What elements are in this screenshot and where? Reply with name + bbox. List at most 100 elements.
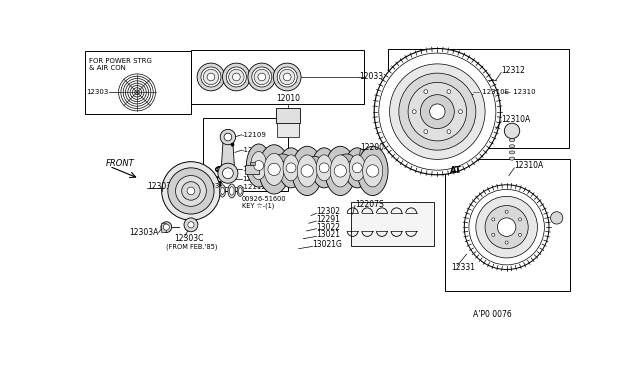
Ellipse shape: [237, 186, 243, 196]
Circle shape: [162, 162, 220, 220]
Circle shape: [319, 163, 329, 173]
Circle shape: [284, 73, 291, 81]
Circle shape: [429, 104, 445, 119]
Text: -12109: -12109: [242, 132, 267, 138]
Bar: [351, 202, 435, 246]
Circle shape: [424, 130, 428, 134]
Circle shape: [447, 130, 451, 134]
Circle shape: [447, 90, 451, 93]
Text: 12312: 12312: [501, 66, 525, 75]
Ellipse shape: [292, 146, 323, 196]
Bar: [191, 50, 364, 104]
Ellipse shape: [307, 156, 321, 164]
Text: 12303C: 12303C: [174, 234, 204, 243]
Ellipse shape: [251, 151, 267, 180]
Ellipse shape: [345, 148, 369, 188]
Text: — 12310E: — 12310E: [473, 89, 509, 95]
Bar: [277, 123, 299, 137]
Text: 12010: 12010: [276, 94, 300, 103]
Circle shape: [268, 163, 280, 176]
Circle shape: [505, 241, 508, 244]
Bar: [245, 165, 259, 174]
Ellipse shape: [283, 155, 299, 181]
Text: -12100: -12100: [242, 147, 267, 153]
Text: 12303: 12303: [86, 89, 109, 95]
Circle shape: [353, 163, 362, 173]
Circle shape: [231, 143, 234, 146]
Text: -12112: -12112: [242, 184, 266, 190]
Ellipse shape: [276, 154, 289, 162]
Circle shape: [424, 90, 428, 93]
Ellipse shape: [363, 155, 383, 187]
Ellipse shape: [349, 155, 365, 181]
Circle shape: [232, 73, 240, 81]
Text: 12111: 12111: [242, 166, 264, 172]
Polygon shape: [221, 137, 235, 173]
Ellipse shape: [509, 157, 515, 160]
Circle shape: [197, 63, 225, 91]
Circle shape: [367, 165, 379, 177]
Ellipse shape: [246, 144, 271, 187]
Circle shape: [469, 189, 545, 265]
Circle shape: [254, 161, 264, 170]
Ellipse shape: [230, 187, 234, 195]
Text: 12303A: 12303A: [129, 228, 159, 237]
Circle shape: [492, 218, 495, 221]
Ellipse shape: [316, 155, 332, 181]
Text: 13021G: 13021G: [312, 240, 342, 249]
Circle shape: [420, 95, 454, 129]
Ellipse shape: [330, 155, 350, 187]
Text: 12303F: 12303F: [197, 183, 223, 189]
Ellipse shape: [509, 145, 515, 148]
Text: 00926-51600: 00926-51600: [242, 196, 286, 202]
Ellipse shape: [340, 154, 353, 162]
Circle shape: [280, 69, 295, 85]
Ellipse shape: [279, 148, 303, 188]
Text: (FROM FEB.'85): (FROM FEB.'85): [166, 243, 218, 250]
Circle shape: [182, 182, 200, 200]
Ellipse shape: [228, 184, 236, 198]
Circle shape: [227, 67, 246, 87]
Text: 13022: 13022: [316, 222, 340, 232]
Circle shape: [497, 218, 516, 236]
Circle shape: [273, 63, 301, 91]
Circle shape: [374, 48, 500, 175]
Circle shape: [476, 196, 538, 258]
Circle shape: [379, 53, 496, 170]
Text: FOR POWER STRG: FOR POWER STRG: [90, 58, 152, 64]
Circle shape: [518, 233, 522, 236]
Text: 12302: 12302: [316, 207, 340, 216]
Circle shape: [505, 210, 508, 213]
Circle shape: [464, 185, 549, 269]
Text: — 12310: — 12310: [504, 89, 535, 95]
Circle shape: [201, 67, 221, 87]
Text: 13021: 13021: [316, 230, 340, 239]
Text: FRONT: FRONT: [106, 159, 135, 168]
Circle shape: [518, 218, 522, 221]
Ellipse shape: [264, 153, 284, 185]
Text: & AIR CON: & AIR CON: [90, 65, 126, 71]
Ellipse shape: [220, 185, 225, 197]
Circle shape: [207, 73, 215, 81]
Circle shape: [184, 218, 198, 232]
Text: 12200: 12200: [360, 143, 385, 152]
Text: 12291: 12291: [316, 215, 340, 224]
Text: 12310A: 12310A: [515, 161, 543, 170]
Circle shape: [218, 163, 238, 183]
Circle shape: [504, 123, 520, 139]
Circle shape: [248, 63, 276, 91]
Text: KEY ☆-(1): KEY ☆-(1): [242, 202, 274, 209]
Ellipse shape: [297, 155, 317, 187]
Circle shape: [334, 165, 346, 177]
Text: 12310A: 12310A: [501, 115, 531, 124]
Bar: [388, 49, 569, 148]
Circle shape: [286, 163, 296, 173]
Circle shape: [220, 129, 236, 145]
Circle shape: [408, 82, 467, 141]
Bar: [250, 162, 255, 165]
Circle shape: [175, 176, 206, 206]
Text: 12111: 12111: [242, 176, 264, 182]
Circle shape: [390, 64, 485, 159]
Ellipse shape: [259, 145, 289, 194]
Bar: [84, 51, 191, 114]
